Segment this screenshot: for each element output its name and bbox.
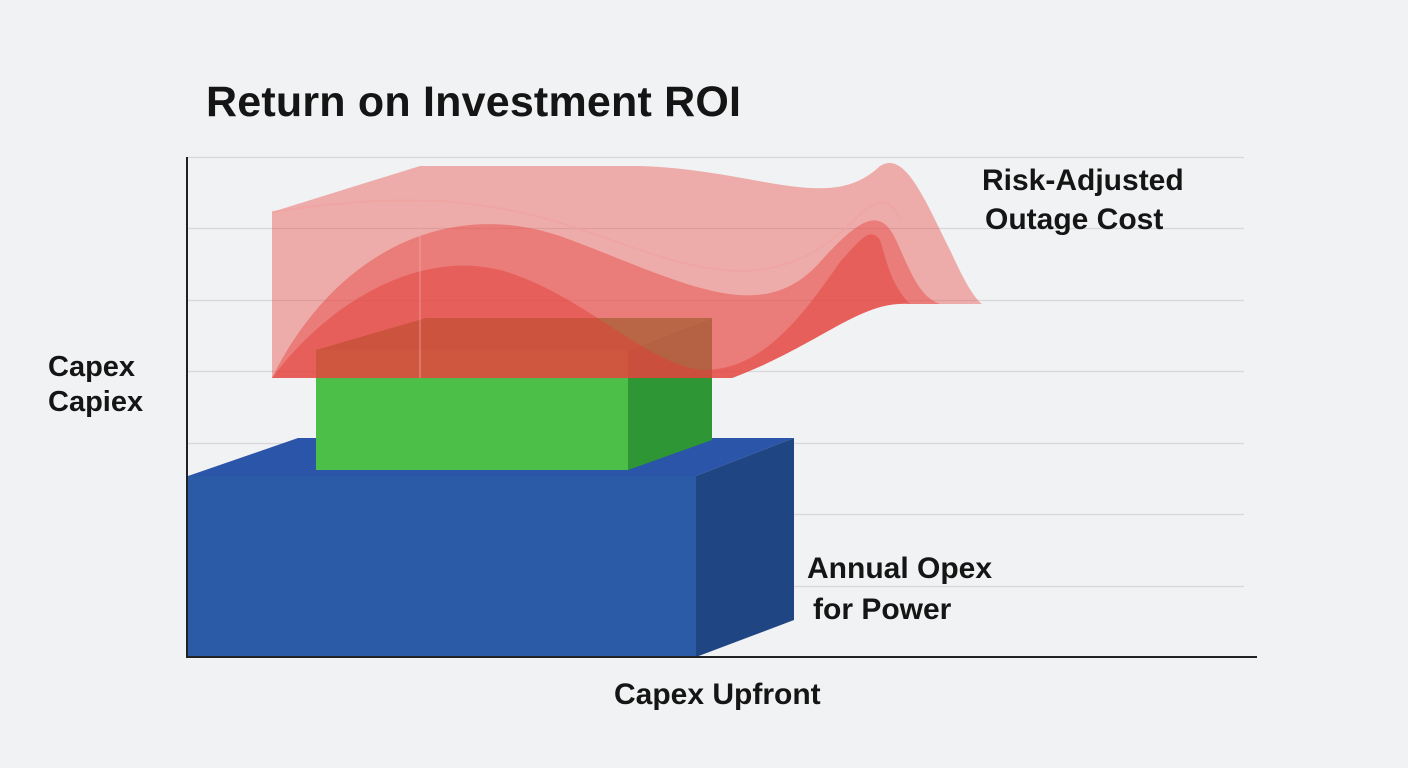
risk-surface-mid bbox=[272, 220, 940, 378]
y-axis-label-line: Capex bbox=[48, 351, 136, 383]
series-label-line: Outage Cost bbox=[985, 203, 1164, 236]
risk-surface-top-edge bbox=[271, 199, 901, 272]
series-risk-adjusted-surface bbox=[271, 162, 982, 378]
series-label-risk-adjusted: Risk-Adjusted Outage Cost bbox=[982, 161, 1184, 239]
y-axis-label-line: Capiex bbox=[48, 386, 144, 418]
series-label-line: for Power bbox=[813, 593, 952, 626]
series-label-line: Risk-Adjusted bbox=[982, 164, 1184, 197]
chart-title: Return on Investment ROI bbox=[206, 78, 742, 126]
risk-surface-front bbox=[272, 234, 910, 378]
opex-block-side bbox=[696, 438, 794, 657]
opex-block-front bbox=[188, 476, 696, 657]
series-annual-opex-block bbox=[188, 438, 794, 657]
series-label-line: Annual Opex bbox=[807, 552, 993, 585]
y-axis-label: Capex Capiex bbox=[48, 350, 143, 420]
x-axis-label: Capex Upfront bbox=[614, 678, 821, 711]
series-label-annual-opex: Annual Opex for Power bbox=[807, 548, 992, 630]
